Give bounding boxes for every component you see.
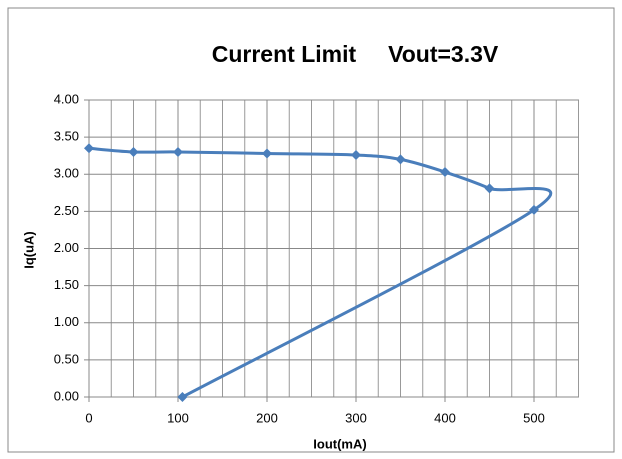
y-tick-label: 0.00: [54, 388, 79, 403]
marker: [395, 154, 406, 165]
chart-title: Current Limit Vout=3.3V: [212, 41, 499, 67]
y-tick-label: 4.00: [54, 91, 79, 106]
marker: [177, 392, 188, 402]
y-tick-label: 2.00: [54, 240, 79, 255]
marker: [84, 143, 94, 154]
y-tick-label: 3.00: [54, 166, 79, 181]
x-tick-label: 0: [85, 410, 92, 425]
marker: [440, 167, 450, 178]
marker: [529, 204, 539, 215]
x-tick-label: 400: [434, 410, 456, 425]
x-tick-label: 200: [256, 410, 278, 425]
y-tick-label: 2.50: [54, 203, 79, 218]
marker: [173, 146, 183, 157]
y-tick-label: 1.50: [54, 277, 79, 292]
marker: [262, 148, 272, 159]
x-tick-label: 500: [523, 410, 545, 425]
marker: [484, 183, 495, 194]
y-tick-label: 0.50: [54, 351, 79, 366]
marker: [128, 146, 139, 157]
marker: [351, 149, 361, 160]
y-tick-label: 3.50: [54, 129, 79, 144]
x-tick-label: 100: [167, 410, 189, 425]
x-tick-label: 300: [345, 410, 367, 425]
y-axis-label: Iq(uA): [21, 231, 36, 269]
y-tick-label: 1.00: [54, 314, 79, 329]
x-axis-label: Iout(mA): [313, 436, 366, 451]
